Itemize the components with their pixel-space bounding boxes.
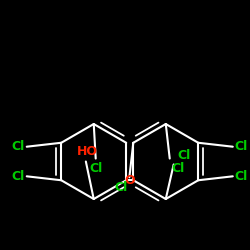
Text: Cl: Cl bbox=[235, 170, 248, 183]
Text: Cl: Cl bbox=[178, 148, 191, 162]
Text: Cl: Cl bbox=[12, 170, 25, 183]
Text: Cl: Cl bbox=[235, 140, 248, 153]
Text: Cl: Cl bbox=[12, 140, 25, 153]
Text: HO: HO bbox=[77, 144, 98, 158]
Text: Cl: Cl bbox=[89, 162, 102, 175]
Text: Cl: Cl bbox=[172, 162, 185, 175]
Text: Cl: Cl bbox=[114, 181, 128, 194]
Text: O: O bbox=[124, 174, 135, 187]
